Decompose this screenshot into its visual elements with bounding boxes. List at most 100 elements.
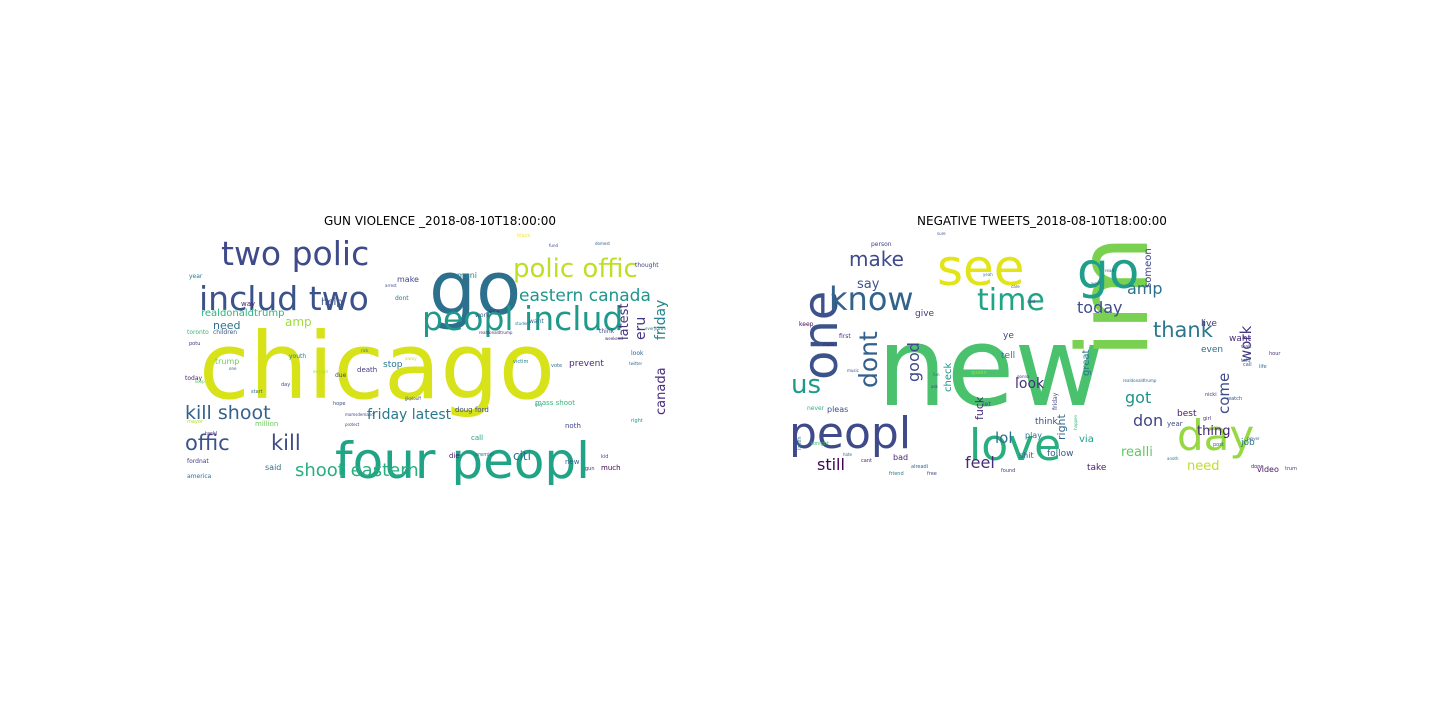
word-need: need [1187, 459, 1220, 474]
word-friday-latest: friday latest [367, 407, 452, 423]
word-thing: thing [1197, 424, 1230, 439]
word-shit: shit [1019, 451, 1034, 460]
word-time: time [977, 283, 1045, 318]
word-yeah: yeah [983, 272, 993, 277]
word-arrest: arrest [385, 283, 397, 288]
word-alreadi: alreadi [911, 464, 928, 470]
word-tackl: tackl [205, 431, 217, 437]
word-premier: premier [475, 452, 496, 458]
word-mass-shoot: mass shoot [535, 399, 575, 407]
word-year: year [1167, 420, 1183, 428]
word-citi: citi [513, 449, 531, 463]
word-includ-two: includ two [199, 279, 369, 318]
word-realdonaldtrump: realdonaldtrump [201, 308, 284, 319]
word-one: one [229, 366, 237, 371]
word-everytown: everytown [645, 326, 667, 331]
word-live: live [1201, 319, 1217, 329]
word-made: made [823, 342, 835, 347]
word-got: got [1125, 388, 1151, 407]
chart-title: GUN VIOLENCE _2018-08-10T18:00:00 [323, 214, 557, 228]
word-watch: watch [1227, 396, 1242, 402]
word-tell: tell [1001, 351, 1015, 361]
word-first: first [839, 333, 851, 340]
word-america: america [187, 473, 212, 480]
word-go: go [1077, 242, 1139, 300]
word-queen: queen [971, 370, 987, 376]
word-player: player [1247, 436, 1260, 441]
word-rick: rick [361, 348, 369, 353]
word-make: make [397, 275, 419, 284]
word-amp: amp [285, 315, 312, 329]
word-day: day [1177, 411, 1254, 460]
word-tonight: tonight [811, 441, 829, 447]
word-one: one [793, 291, 849, 380]
word-fund: fund [549, 243, 558, 248]
word-million: million [255, 420, 278, 428]
word-thought: thought [635, 262, 659, 269]
word-black: black [517, 233, 530, 239]
word-done: done [1251, 464, 1263, 470]
word-four-peopl: four peopl [335, 432, 590, 485]
word-amp: amp [1127, 279, 1163, 298]
word-keep: keep [195, 379, 205, 384]
word-noth: noth [565, 422, 581, 430]
word-give: give [915, 309, 935, 319]
word-die: die [449, 452, 460, 460]
word-weekend: weekend [605, 336, 623, 341]
word-want: want [529, 318, 544, 325]
word-new: new [565, 458, 580, 466]
word-realli: realli [1121, 445, 1153, 460]
word-latest: latest [617, 303, 632, 340]
word-call: call [471, 434, 483, 442]
word-care: care [1011, 284, 1020, 289]
word-gun: gun [585, 466, 595, 472]
word-potu: potu [189, 341, 200, 347]
word-come: come [1215, 373, 1233, 414]
word-make: make [849, 247, 904, 271]
word-play: play [1025, 431, 1042, 440]
word-found: found [1001, 468, 1015, 474]
word-student: student [515, 321, 531, 326]
word-hope: hope [333, 401, 345, 407]
word-need: need [213, 319, 241, 332]
word-hate: hate [843, 452, 853, 457]
word-right: right [631, 418, 643, 424]
word-listen: listen [797, 436, 803, 450]
word-happen: happen [1073, 414, 1078, 430]
word-look: look [1015, 376, 1045, 392]
word-lol: lol [995, 429, 1013, 447]
word-us: us [791, 370, 821, 400]
word-realdonaldtrump: realdonaldtrump [1123, 378, 1157, 383]
word-call: call [1243, 362, 1252, 368]
word-even: even [1201, 345, 1223, 355]
word-new: new [877, 303, 1104, 431]
word-today: today [185, 375, 203, 382]
word-work: work [1237, 325, 1255, 362]
word-friday: friday [1052, 392, 1059, 410]
word-shoot-eastern: shoot eastern [295, 460, 419, 481]
word-dont: dont [854, 331, 883, 388]
word-kill: kill [271, 431, 301, 455]
word-great: great [1081, 349, 1092, 376]
word-trump: trump [1285, 466, 1297, 472]
word-cant: cant [861, 458, 872, 464]
word-girl: girl [1203, 416, 1211, 422]
word-someon: someon [1143, 248, 1154, 288]
word-work: work [475, 312, 490, 319]
word-peopl: peopl [789, 408, 911, 459]
word-gonna: gonna [1017, 374, 1030, 379]
word-follow: follow [1047, 449, 1074, 459]
word-much: much [601, 464, 621, 472]
word-want: want [1229, 334, 1252, 344]
word-jjkplouff: jjkplouff [404, 396, 421, 401]
word-friday: friday [653, 300, 669, 340]
word-victim: victim [513, 359, 528, 365]
word-children: children [213, 329, 237, 336]
word-ask: ask [931, 384, 939, 389]
word-doug-ford: doug ford [455, 406, 489, 414]
word-peopl-includ: peopl includ [422, 299, 623, 338]
word-trump: trump [215, 357, 239, 366]
word-protect: protect [345, 422, 360, 427]
word-take: take [1087, 463, 1107, 473]
